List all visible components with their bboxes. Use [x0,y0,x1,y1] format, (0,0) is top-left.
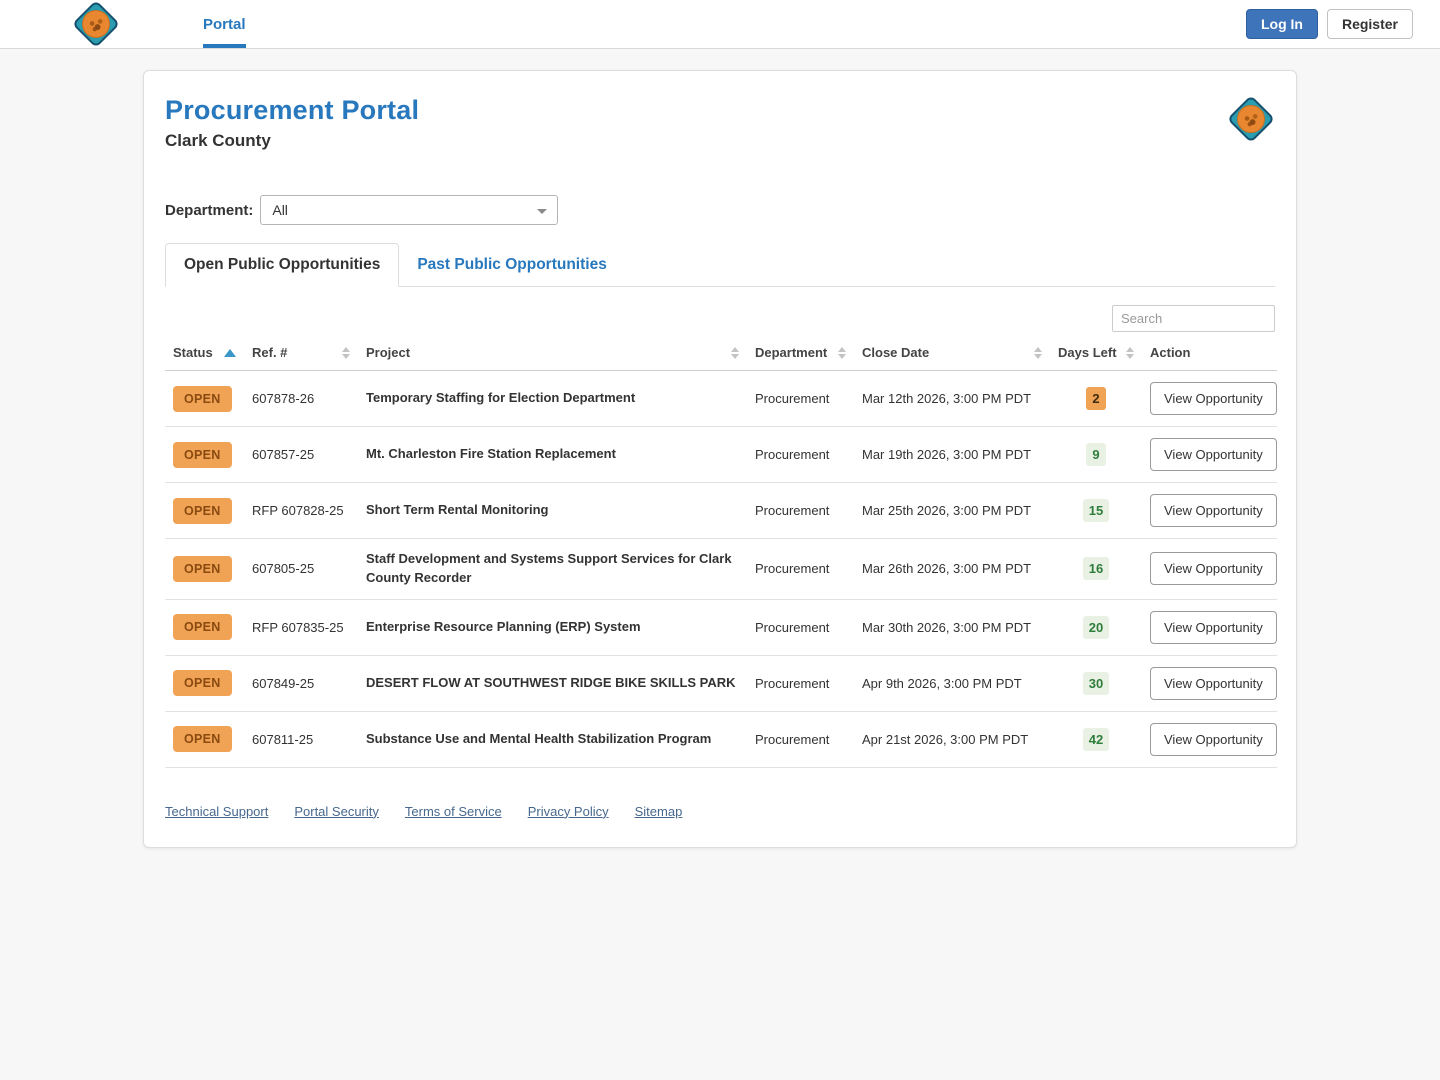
project-name: DESERT FLOW AT SOUTHWEST RIDGE BIKE SKIL… [366,674,736,690]
sort-ascending-icon[interactable] [224,348,236,357]
nav-active-underline [203,44,246,48]
column-header-action: Action [1142,341,1277,371]
nav-portal-link[interactable]: Portal [203,0,246,48]
ref-number: 607878-26 [244,370,358,427]
sort-icon[interactable] [1034,346,1042,359]
days-left-badge: 15 [1082,499,1110,522]
close-date-cell: Mar 12th 2026, 3:00 PM PDT [854,370,1050,427]
project-name: Short Term Rental Monitoring [366,502,549,518]
clark-county-seal-icon [1226,94,1276,144]
table-row: OPEN RFP 607835-25 Enterprise Resource P… [165,599,1277,656]
sort-icon[interactable] [731,346,739,359]
status-badge: OPEN [173,441,232,468]
tab-past-public-opportunities[interactable]: Past Public Opportunities [417,255,607,273]
project-name: Mt. Charleston Fire Station Replacement [366,446,616,462]
view-opportunity-button[interactable]: View Opportunity [1150,382,1277,415]
project-name: Substance Use and Mental Health Stabiliz… [366,730,712,746]
department-cell: Procurement [747,482,854,539]
clark-county-logo-icon [71,0,121,49]
department-cell: Procurement [747,370,854,427]
department-cell: Procurement [747,599,854,656]
close-date-cell: Mar 30th 2026, 3:00 PM PDT [854,599,1050,656]
tab-bar: Open Public Opportunities Past Public Op… [165,243,1275,287]
navbar: Portal Log In Register [0,0,1440,49]
sort-icon[interactable] [342,346,350,359]
status-badge: OPEN [173,670,232,697]
page-title: Procurement Portal [165,95,420,125]
view-opportunity-button[interactable]: View Opportunity [1150,438,1277,471]
table-row: OPEN RFP 607828-25 Short Term Rental Mon… [165,482,1277,539]
sort-icon[interactable] [1126,346,1134,359]
days-left-badge: 2 [1086,387,1106,410]
page-subtitle: Clark County [165,131,271,150]
sort-icon[interactable] [838,346,846,359]
link-terms-of-service[interactable]: Terms of Service [404,803,502,819]
table-body: OPEN 607878-26 Temporary Staffing for El… [165,370,1277,768]
search-input[interactable] [1112,305,1275,332]
status-badge: OPEN [173,497,232,524]
link-privacy-policy[interactable]: Privacy Policy [527,803,609,819]
view-opportunity-button[interactable]: View Opportunity [1150,722,1277,756]
project-name: Staff Development and Systems Support Se… [366,551,732,585]
column-header-project[interactable]: Project [358,341,747,371]
column-header-department[interactable]: Department [747,341,854,371]
close-date-cell: Apr 21st 2026, 3:00 PM PDT [854,711,1050,768]
close-date-cell: Mar 26th 2026, 3:00 PM PDT [854,538,1050,600]
close-date-cell: Mar 19th 2026, 3:00 PM PDT [854,426,1050,483]
ref-number: 607811-25 [244,711,358,768]
ref-number: RFP 607828-25 [244,482,358,539]
department-label: Department: [165,201,254,219]
link-technical-support[interactable]: Technical Support [165,803,269,819]
project-name: Temporary Staffing for Election Departme… [366,390,636,406]
view-opportunity-button[interactable]: View Opportunity [1150,552,1277,586]
column-header-ref[interactable]: Ref. # [244,341,358,371]
ref-number: 607849-25 [244,655,358,712]
link-sitemap[interactable]: Sitemap [634,803,683,819]
days-left-badge: 9 [1086,443,1106,466]
table-row: OPEN 607849-25 DESERT FLOW AT SOUTHWEST … [165,655,1277,712]
ref-number: RFP 607835-25 [244,599,358,656]
close-date-cell: Apr 9th 2026, 3:00 PM PDT [854,655,1050,712]
procurement-portal-card: Procurement Portal Clark County Departme… [143,70,1297,848]
table-row: OPEN 607805-25 Staff Development and Sys… [165,538,1277,600]
department-select[interactable]: All [260,195,559,225]
register-button[interactable]: Register [1326,9,1413,39]
login-button[interactable]: Log In [1245,9,1318,39]
footer-links: Technical Support Portal Security Terms … [165,804,1275,819]
seal-circle [1237,105,1265,133]
department-cell: Procurement [747,538,854,600]
nav-portal-label: Portal [203,15,246,33]
days-left-badge: 42 [1082,727,1110,751]
table-row: OPEN 607811-25 Substance Use and Mental … [165,711,1277,768]
days-left-badge: 20 [1082,615,1110,639]
days-left-badge: 30 [1082,671,1110,695]
column-header-status[interactable]: Status [165,341,244,371]
ref-number: 607857-25 [244,426,358,483]
status-badge: OPEN [173,614,232,641]
table-row: OPEN 607878-26 Temporary Staffing for El… [165,370,1277,427]
department-selected-value: All [272,202,288,218]
department-cell: Procurement [747,426,854,483]
column-header-close-date[interactable]: Close Date [854,341,1050,371]
view-opportunity-button[interactable]: View Opportunity [1150,666,1277,700]
seal-circle [82,10,110,38]
close-date-cell: Mar 25th 2026, 3:00 PM PDT [854,482,1050,539]
tab-open-public-opportunities[interactable]: Open Public Opportunities [165,243,400,287]
department-cell: Procurement [747,711,854,768]
column-header-days-left[interactable]: Days Left [1050,341,1142,371]
days-left-badge: 16 [1082,557,1110,581]
status-badge: OPEN [173,726,232,753]
link-portal-security[interactable]: Portal Security [294,803,379,819]
view-opportunity-button[interactable]: View Opportunity [1150,610,1277,644]
chevron-down-icon [537,209,548,214]
status-badge: OPEN [173,385,232,412]
status-badge: OPEN [173,555,232,582]
department-cell: Procurement [747,655,854,712]
table-row: OPEN 607857-25 Mt. Charleston Fire Stati… [165,426,1277,483]
view-opportunity-button[interactable]: View Opportunity [1150,494,1277,527]
ref-number: 607805-25 [244,538,358,600]
opportunities-table: Status Ref. # Project [165,341,1277,768]
project-name: Enterprise Resource Planning (ERP) Syste… [366,618,641,634]
